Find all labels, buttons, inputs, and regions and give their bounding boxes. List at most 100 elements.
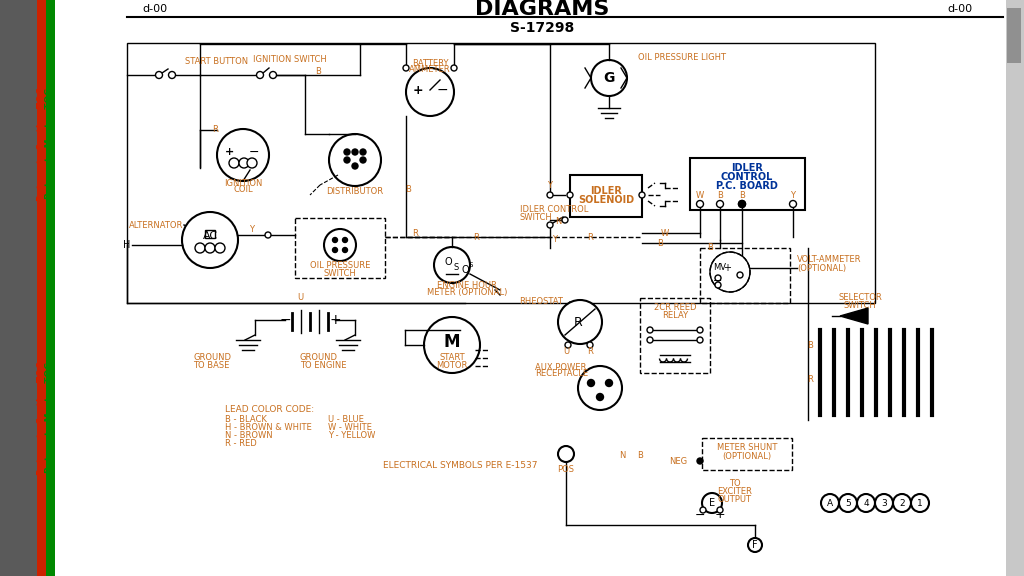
Text: B: B [739,191,744,200]
Circle shape [169,71,175,78]
Text: Y: Y [548,181,553,191]
Circle shape [403,65,409,71]
Text: W: W [660,229,669,237]
Text: B - BLACK: B - BLACK [225,415,267,425]
Text: 1: 1 [918,498,923,507]
Text: 2: 2 [899,498,905,507]
Bar [205,230,215,238]
Text: S: S [454,263,459,272]
Text: SOLENOID: SOLENOID [578,195,634,205]
Text: GROUND: GROUND [300,354,338,362]
Text: OIL PRESSURE LIGHT: OIL PRESSURE LIGHT [638,52,726,62]
Circle shape [821,494,839,512]
Text: W: W [696,191,705,200]
Text: R - RED: R - RED [225,439,257,449]
Circle shape [265,232,271,238]
Bar [46,0,55,576]
Text: MV: MV [714,263,726,272]
Text: RECEPTACLE: RECEPTACLE [535,369,588,378]
Text: IDLER CONTROL: IDLER CONTROL [520,206,589,214]
Text: METER (OPTIONAL): METER (OPTIONAL) [427,289,507,297]
Circle shape [451,65,457,71]
Text: N - BROWN: N - BROWN [225,431,272,441]
Text: CONTROL: CONTROL [721,172,773,182]
Circle shape [333,237,338,242]
Bar [127,43,874,303]
Text: BATTERY: BATTERY [412,59,449,67]
Circle shape [558,300,602,344]
Text: U: U [563,347,569,357]
Polygon shape [840,308,868,324]
Circle shape [839,494,857,512]
Bar [37,0,46,576]
Circle shape [239,158,249,168]
Text: ENGINE HOUR: ENGINE HOUR [437,282,497,290]
Circle shape [911,494,929,512]
Circle shape [205,243,215,253]
Text: (OPTIONAL): (OPTIONAL) [723,452,771,460]
Text: TO BASE: TO BASE [193,361,229,369]
Text: E: E [709,498,715,508]
Circle shape [547,192,553,198]
Text: NEG: NEG [669,457,687,465]
Text: Return to Master TOC: Return to Master TOC [45,362,54,473]
Circle shape [857,494,874,512]
Text: ALTERNATOR: ALTERNATOR [129,221,183,229]
Circle shape [639,192,645,198]
Text: d-00: d-00 [142,4,168,14]
Text: OIL PRESSURE: OIL PRESSURE [310,260,371,270]
Text: SELECTOR: SELECTOR [838,294,882,302]
Bar [640,298,710,373]
Text: +: + [413,84,423,97]
Text: B: B [707,244,713,252]
Text: DIAGRAMS: DIAGRAMS [475,0,609,19]
Text: +: + [715,509,725,521]
Text: Return to Section TOC: Return to Section TOC [37,361,45,475]
Circle shape [269,71,276,78]
Circle shape [182,212,238,268]
Text: OUTPUT: OUTPUT [718,495,752,503]
Circle shape [874,494,893,512]
Text: POS: POS [557,465,574,475]
Bar [1007,8,1021,63]
Text: 4: 4 [863,498,868,507]
Circle shape [748,538,762,552]
Text: DISTRIBUTOR: DISTRIBUTOR [327,188,384,196]
Text: START: START [439,354,465,362]
Text: R: R [473,233,479,241]
Text: H: H [123,240,131,250]
Text: SWITCH: SWITCH [520,213,553,222]
Circle shape [352,149,358,155]
Text: H - BROWN & WHITE: H - BROWN & WHITE [225,423,311,433]
Circle shape [567,192,573,198]
Text: RHEOSTAT: RHEOSTAT [519,297,563,306]
Circle shape [893,494,911,512]
Text: B: B [406,185,411,195]
Text: B: B [315,66,321,75]
Text: Return to Master TOC: Return to Master TOC [45,89,54,199]
Text: R: R [587,233,593,241]
Text: −: − [249,146,259,158]
Text: 2CR REED: 2CR REED [653,304,696,313]
Circle shape [217,129,269,181]
Circle shape [324,229,356,261]
Circle shape [156,71,163,78]
Text: +: + [329,313,341,327]
Circle shape [360,149,366,155]
Text: TO ENGINE: TO ENGINE [300,361,346,369]
Text: IGNITION SWITCH: IGNITION SWITCH [253,55,327,63]
Text: 5: 5 [845,498,851,507]
Text: COIL: COIL [233,185,253,195]
Bar [295,218,385,278]
Text: O: O [444,257,452,267]
Circle shape [588,380,595,386]
Text: 3: 3 [881,498,887,507]
Circle shape [597,393,603,400]
Text: R: R [587,347,593,357]
Text: MOTOR: MOTOR [436,361,468,369]
Circle shape [360,157,366,163]
Circle shape [710,252,750,292]
Circle shape [696,200,703,207]
Text: AUX POWER: AUX POWER [535,362,587,372]
Text: B: B [807,340,813,350]
